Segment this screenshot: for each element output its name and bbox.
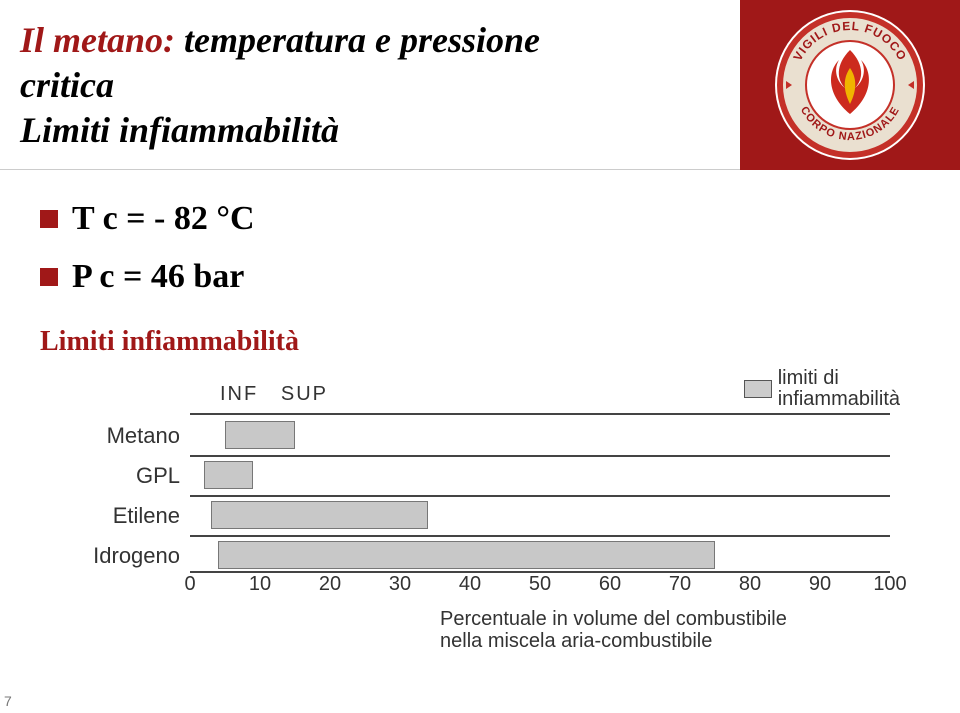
x-tick-label: 90 (809, 573, 831, 596)
y-label-gpl: GPL (136, 463, 180, 489)
grid-line (190, 495, 890, 497)
bullet-pc: P c = 46 bar (40, 258, 960, 296)
title-line-2: critica (20, 63, 720, 108)
x-tick-label: 0 (184, 573, 195, 596)
bullet-tc: T c = - 82 °C (40, 200, 960, 238)
header-sup: SUP (281, 383, 328, 405)
logo-box: VIGILI DEL FUOCO CORPO NAZIONALE (740, 0, 960, 170)
inf-sup-header: INF SUP (220, 383, 328, 406)
x-axis-label: Percentuale in volume del combustibile n… (440, 608, 787, 652)
title-block: Il metano: temperatura e pressione criti… (0, 0, 740, 170)
page-number: 7 (4, 693, 12, 709)
title-prefix: Il metano: (20, 20, 175, 60)
bullet-marker-icon (40, 268, 58, 286)
y-label-etilene: Etilene (113, 503, 180, 529)
x-tick-label: 50 (529, 573, 551, 596)
title-line-1: Il metano: temperatura e pressione (20, 18, 720, 63)
title-line-3: Limiti infiammabilità (20, 108, 720, 153)
header-row: Il metano: temperatura e pressione criti… (0, 0, 960, 170)
x-tick-label: 70 (669, 573, 691, 596)
grid-line (190, 535, 890, 537)
legend-text: limiti di infiammabilità (778, 368, 900, 410)
x-tick-label: 20 (319, 573, 341, 596)
title-rest: temperatura e pressione (175, 20, 540, 60)
legend-swatch-icon (744, 380, 772, 398)
plot-area: MetanoGPLEtileneIdrogeno (190, 413, 890, 573)
x-tick-label: 60 (599, 573, 621, 596)
bullet-tc-text: T c = - 82 °C (72, 200, 255, 238)
bar-etilene (211, 501, 428, 529)
vvf-logo-svg: VIGILI DEL FUOCO CORPO NAZIONALE (775, 10, 925, 160)
bar-gpl (204, 461, 253, 489)
bullet-pc-text: P c = 46 bar (72, 258, 244, 296)
x-tick-label: 100 (873, 573, 906, 596)
y-label-metano: Metano (107, 423, 180, 449)
x-axis: 0102030405060708090100 (190, 573, 890, 603)
y-label-idrogeno: Idrogeno (93, 543, 180, 569)
bar-idrogeno (218, 541, 715, 569)
chart-legend: limiti di infiammabilità (744, 368, 900, 410)
bullet-section: T c = - 82 °C P c = 46 bar (0, 170, 960, 326)
grid-line (190, 455, 890, 457)
x-tick-label: 80 (739, 573, 761, 596)
x-tick-label: 40 (459, 573, 481, 596)
x-tick-label: 30 (389, 573, 411, 596)
flammability-chart: limiti di infiammabilità INF SUP MetanoG… (40, 368, 920, 668)
vvf-logo: VIGILI DEL FUOCO CORPO NAZIONALE (775, 10, 925, 160)
bullet-marker-icon (40, 210, 58, 228)
x-tick-label: 10 (249, 573, 271, 596)
header-inf: INF (220, 383, 258, 405)
subheading-limits: Limiti infiammabilità (40, 326, 960, 358)
bar-metano (225, 421, 295, 449)
